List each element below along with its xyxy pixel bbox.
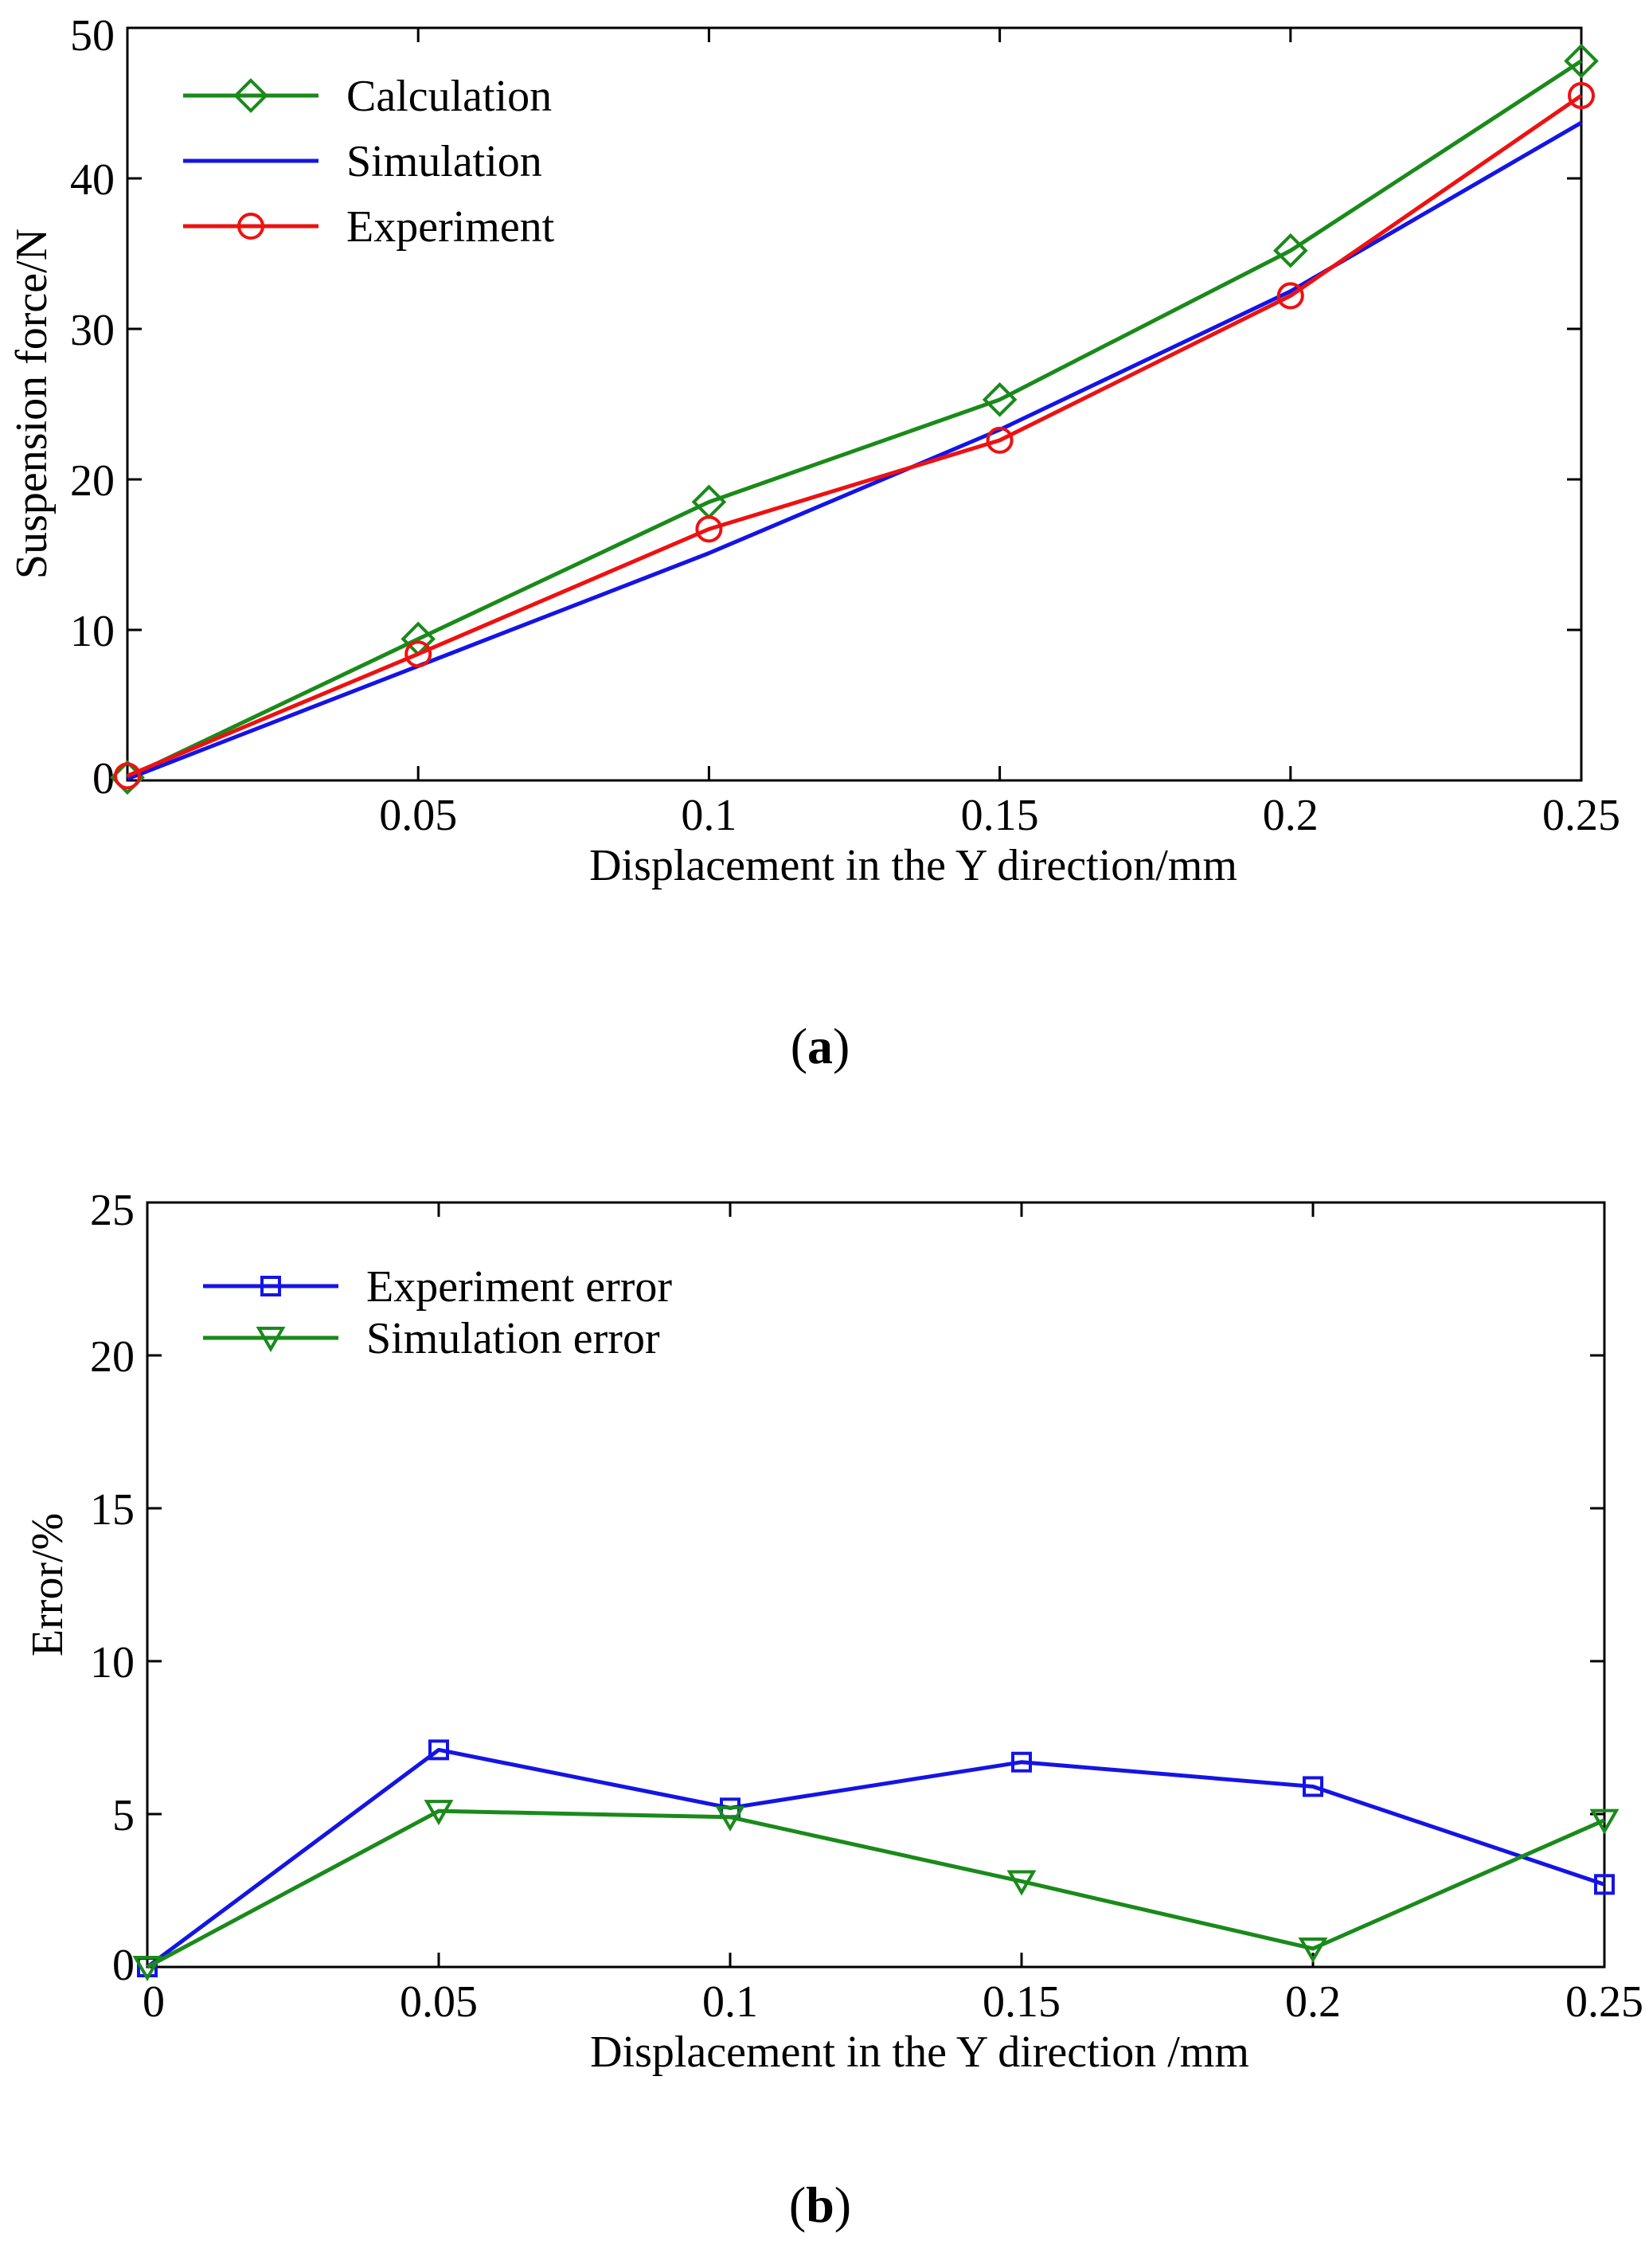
- y-axis-label: Suspension force/N: [7, 229, 57, 579]
- legend-label: Simulation error: [366, 1314, 660, 1363]
- y-tick-label: 20: [70, 456, 115, 506]
- legend-marker: [260, 1276, 281, 1296]
- x-tick-label: 0.15: [961, 791, 1039, 840]
- x-tick-label: 0.15: [983, 1977, 1061, 2027]
- data-point-marker: [1006, 1870, 1037, 1896]
- x-tick-label: 0.1: [681, 791, 737, 840]
- data-point-marker: [1589, 1809, 1620, 1835]
- y-tick-label: 20: [90, 1332, 135, 1382]
- panel-caption-a: (a): [791, 1018, 850, 1074]
- data-point-marker: [114, 762, 141, 790]
- data-point-marker: [424, 1800, 454, 1826]
- caption-close-paren: ): [833, 1018, 850, 1074]
- y-tick-label: 25: [90, 1186, 135, 1235]
- data-point-marker: [982, 382, 1018, 417]
- axis-ticks: 0.05 0.1 0.15 0.2 0.25 0 10 20 30 40 50: [70, 11, 1620, 840]
- series-line-experiment-error: [146, 1747, 1605, 1969]
- data-point-marker: [1276, 282, 1304, 310]
- y-tick-label: 50: [70, 11, 115, 61]
- data-point-marker: [428, 1739, 449, 1761]
- data-point-marker: [1564, 43, 1599, 79]
- caption-letter: b: [806, 2176, 834, 2233]
- y-tick-label: 15: [90, 1485, 135, 1535]
- series-line-calculation: [126, 59, 1583, 780]
- plot-area-frame: [146, 1201, 1606, 1969]
- data-point-marker: [986, 426, 1014, 454]
- data-point-marker: [1298, 1937, 1328, 1963]
- data-point-marker: [1272, 233, 1308, 268]
- plot-area-frame: [126, 26, 1583, 782]
- data-point-marker: [1568, 82, 1595, 110]
- x-axis-label: Displacement in the Y direction /mm: [590, 2028, 1249, 2077]
- legend-label: Calculation: [346, 72, 552, 121]
- data-point-marker: [715, 1805, 745, 1832]
- legend-marker: [256, 1327, 286, 1353]
- y-tick-label: 0: [112, 1941, 135, 1990]
- panel-caption-b: (b): [789, 2176, 851, 2233]
- caption-close-paren: ): [834, 2176, 851, 2233]
- y-tick-label: 0: [92, 754, 115, 804]
- x-axis-label: Displacement in the Y direction/mm: [589, 841, 1237, 890]
- data-point-marker: [695, 515, 723, 543]
- series-line-simulation-error: [146, 1809, 1606, 1969]
- x-tick-label: 0: [143, 1977, 165, 2027]
- series-line-experiment: [127, 93, 1583, 778]
- axis-ticks: 0 0.05 0.1 0.15 0.2 0.25 0 5 10 15 20 25: [90, 1186, 1643, 2027]
- x-tick-label: 0.05: [400, 1977, 478, 2027]
- caption-letter: a: [807, 1018, 833, 1074]
- series-group: [132, 1739, 1620, 1982]
- caption-open-paren: (: [791, 1018, 807, 1074]
- x-tick-label: 0.05: [379, 791, 457, 840]
- legend-label: Simulation: [346, 137, 542, 186]
- data-point-marker: [1594, 1874, 1615, 1895]
- chart-panel-a: 0.05 0.1 0.15 0.2 0.25 0 10 20 30 40 50 Calculatio…: [7, 11, 1620, 1074]
- legend-marker: [233, 78, 268, 113]
- legend-marker: [237, 213, 264, 240]
- y-tick-label: 30: [70, 306, 115, 355]
- series-group: [110, 43, 1599, 796]
- x-tick-label: 0.25: [1565, 1977, 1643, 2027]
- y-tick-label: 10: [90, 1638, 135, 1687]
- legend-label: Experiment: [346, 202, 555, 252]
- data-point-marker: [1303, 1776, 1323, 1797]
- legend-label: Experiment error: [366, 1262, 672, 1312]
- y-tick-label: 40: [70, 155, 115, 205]
- x-tick-label: 0.2: [1285, 1977, 1341, 2027]
- x-tick-label: 0.2: [1263, 791, 1319, 840]
- y-axis-label: Error/%: [23, 1513, 72, 1656]
- x-tick-label: 0.1: [702, 1977, 758, 2027]
- data-point-marker: [404, 640, 432, 668]
- y-tick-label: 5: [112, 1791, 135, 1840]
- caption-open-paren: (: [789, 2176, 806, 2233]
- data-point-marker: [1011, 1751, 1032, 1773]
- x-tick-label: 0.25: [1542, 791, 1620, 840]
- legend: Calculation Simulation Experiment: [183, 72, 555, 252]
- y-tick-label: 10: [70, 607, 115, 656]
- data-point-marker: [132, 1956, 162, 1982]
- chart-panel-b: 0 0.05 0.1 0.15 0.2 0.25 0 5 10 15 20 25 Experiment…: [23, 1186, 1643, 2233]
